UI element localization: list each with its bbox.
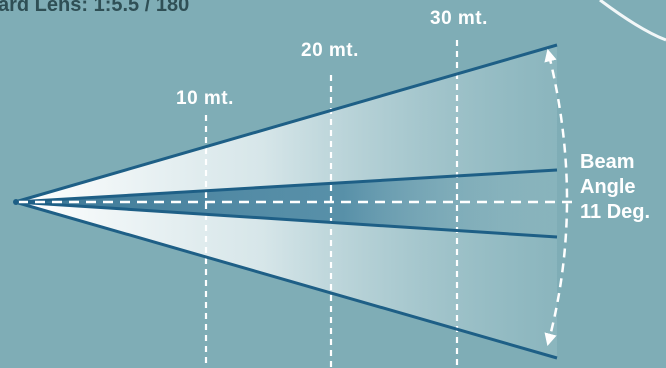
inner-edge-bottom	[14, 200, 558, 239]
distance-label-10: 10 mt.	[176, 88, 234, 109]
beam-angle-line2: Angle	[580, 176, 636, 198]
distance-label-30: 30 mt.	[430, 8, 488, 29]
inner-edge-top	[14, 168, 558, 204]
beam-angle-label: Beam Angle 11 Deg.	[580, 150, 650, 225]
beam-angle-line3: 11 Deg.	[580, 201, 651, 223]
lens-header-text: ard Lens: 1:5.5 / 180	[0, 0, 190, 16]
beam-angle-arrow	[544, 48, 569, 347]
outer-edge-top	[14, 43, 558, 204]
inner-beam-core	[18, 170, 557, 237]
distance-label-20: 20 mt.	[301, 40, 359, 61]
outer-edge-bottom	[14, 200, 558, 360]
beam-angle-line1: Beam	[580, 151, 635, 173]
light-source-point	[13, 199, 19, 205]
corner-arc-decoration	[599, 0, 666, 42]
